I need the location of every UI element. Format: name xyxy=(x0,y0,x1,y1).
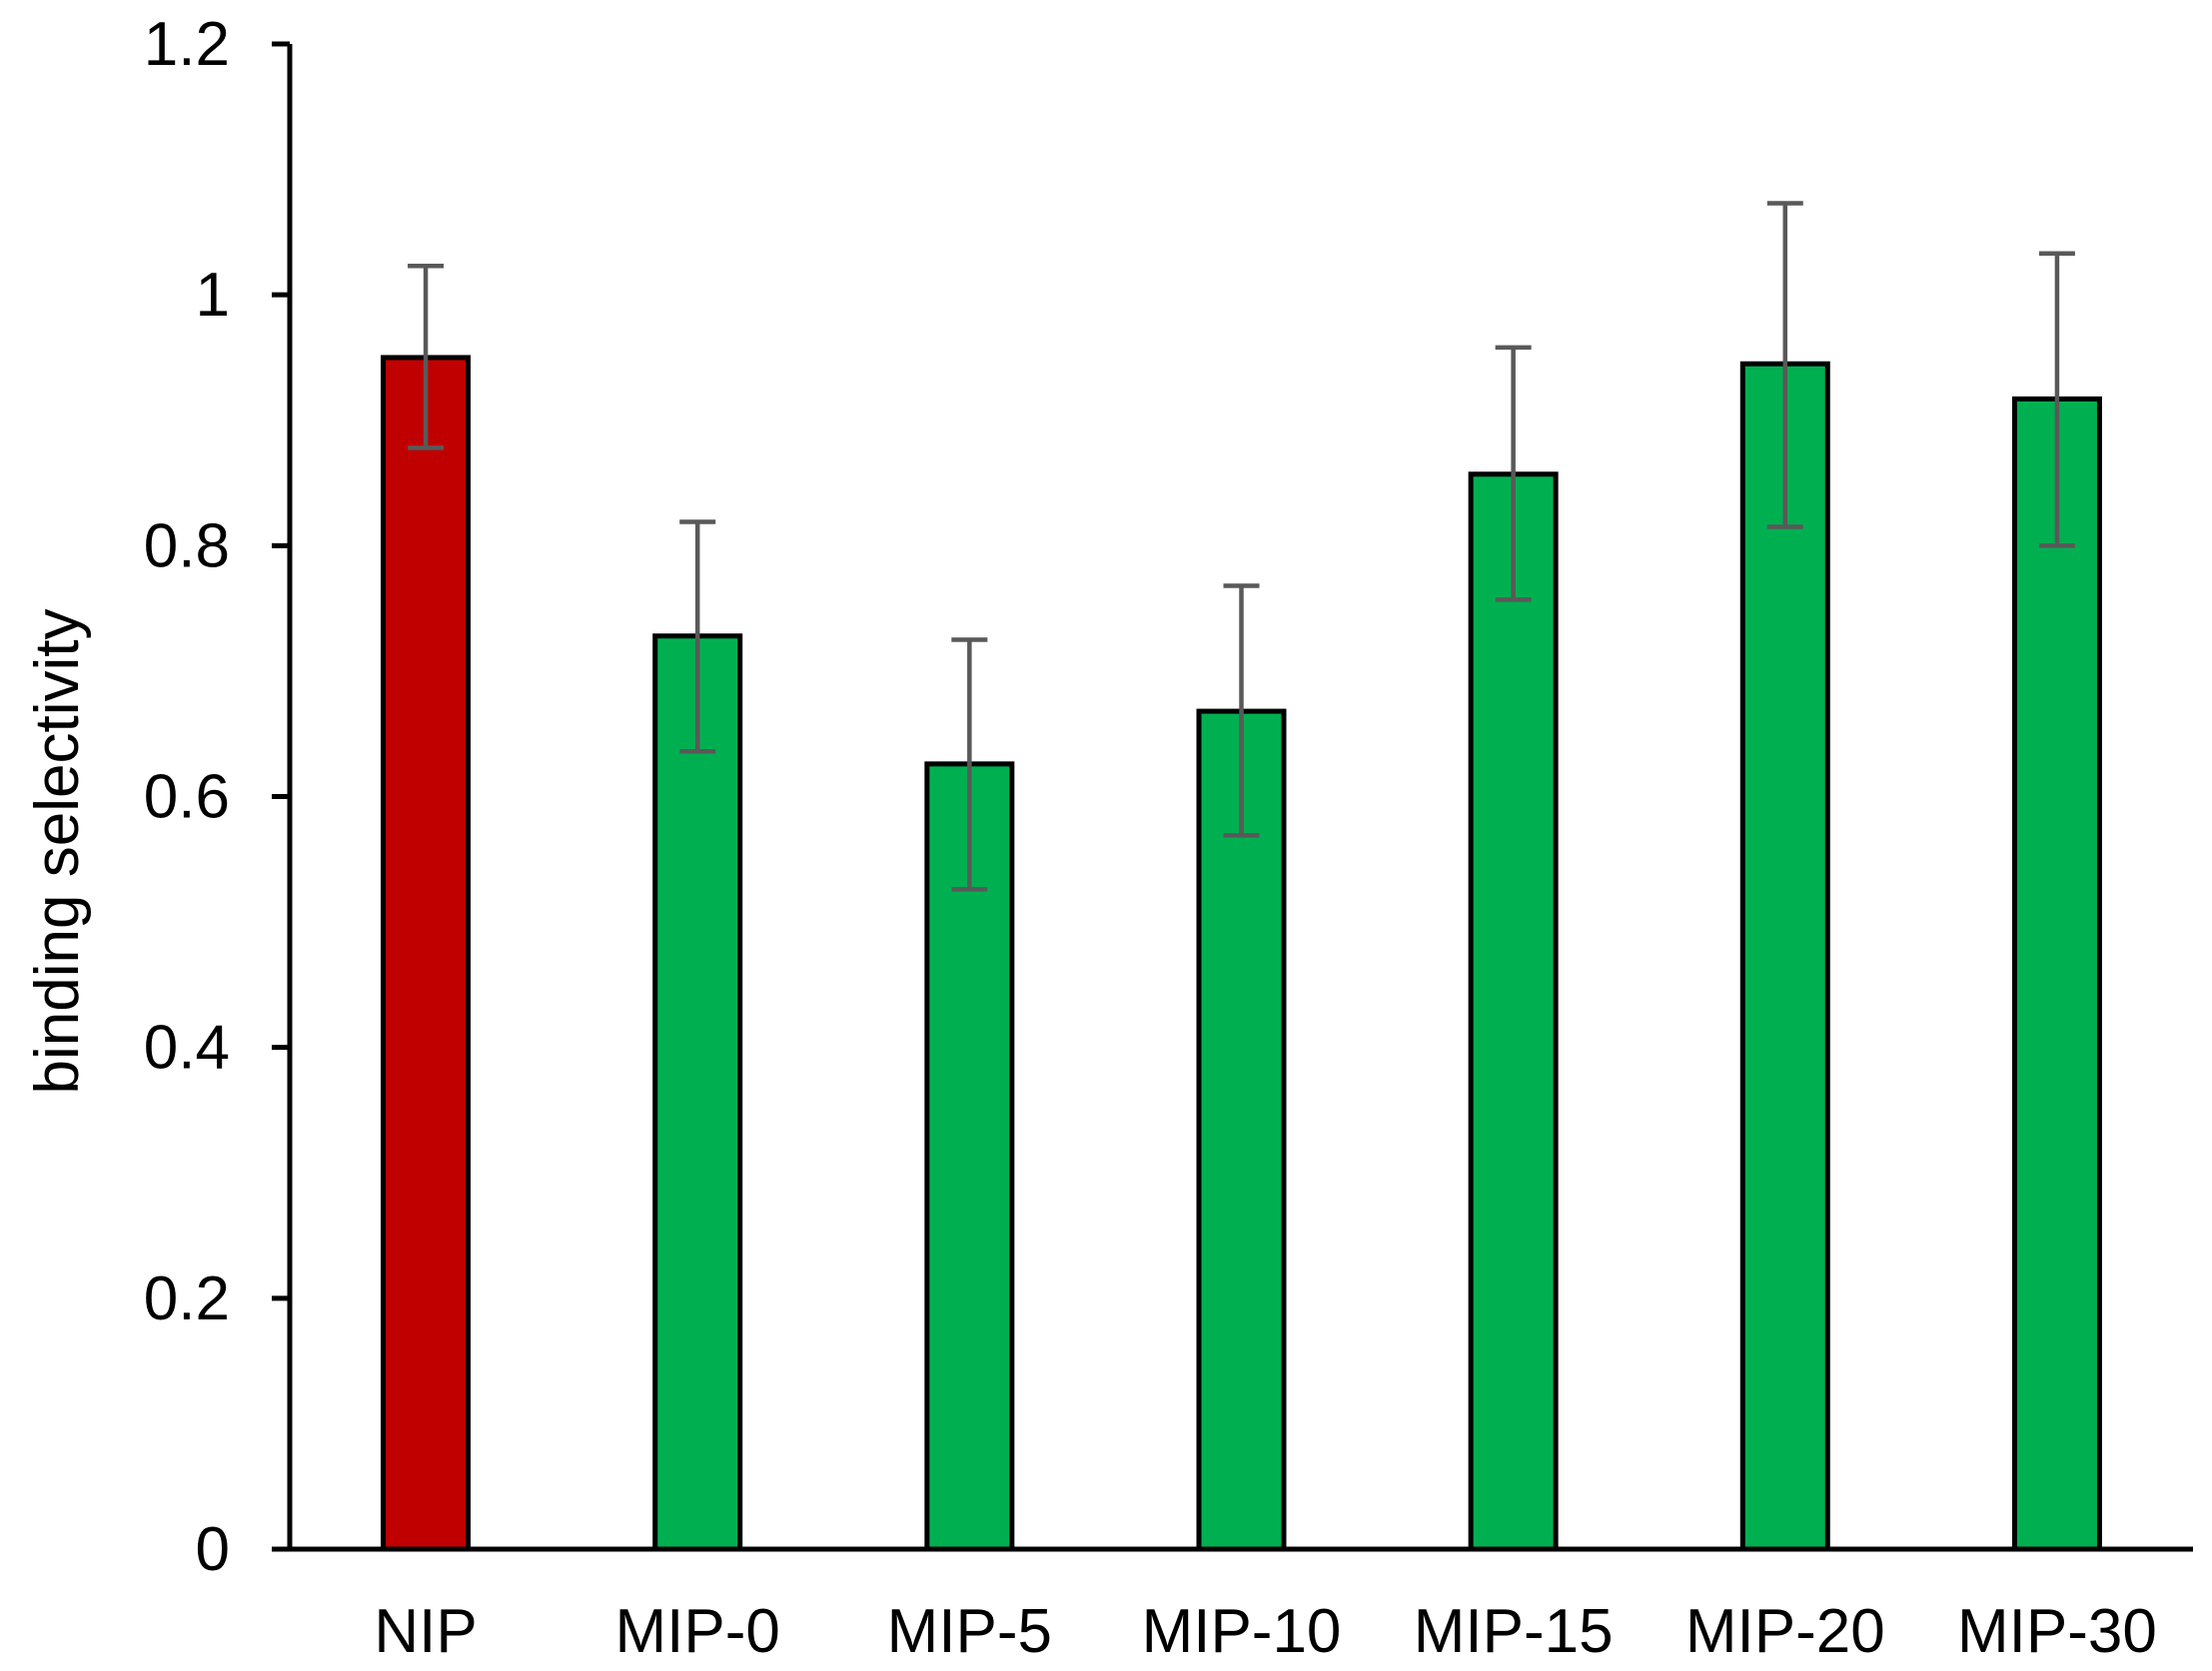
y-tick-label: 1.2 xyxy=(144,10,230,79)
y-tick-label: 0 xyxy=(196,1515,230,1584)
y-tick-label: 0.6 xyxy=(144,763,230,832)
x-category-label: MIP-15 xyxy=(1414,1597,1614,1666)
y-axis-ticks xyxy=(272,41,290,1552)
bars xyxy=(381,355,2102,1552)
bar-mip-15 xyxy=(1468,471,1559,1552)
x-category-label: NIP xyxy=(374,1597,477,1666)
bar-mip-30 xyxy=(2011,396,2102,1552)
axes xyxy=(287,44,2193,1552)
x-category-label: MIP-10 xyxy=(1142,1597,1342,1666)
y-axis-tick-labels: 0 0.2 0.4 0.6 0.8 1 1.2 xyxy=(144,10,230,1584)
y-tick-label: 1 xyxy=(196,261,230,330)
x-category-label: MIP-0 xyxy=(615,1597,780,1666)
y-axis-title: binding selectivity xyxy=(23,609,92,1095)
x-category-label: MIP-30 xyxy=(1957,1597,2157,1666)
x-category-label: MIP-20 xyxy=(1685,1597,1885,1666)
y-tick-label: 0.2 xyxy=(144,1264,230,1333)
bar-mip-10 xyxy=(1196,708,1287,1552)
error-bars xyxy=(408,201,2075,892)
y-tick-label: 0.4 xyxy=(144,1014,230,1083)
bar-mip-20 xyxy=(1739,361,1830,1552)
bar-mip-0 xyxy=(652,633,743,1552)
y-tick-label: 0.8 xyxy=(144,511,230,580)
x-category-label: MIP-5 xyxy=(887,1597,1052,1666)
bar-nip xyxy=(381,355,472,1552)
x-axis-category-labels: NIP MIP-0 MIP-5 MIP-10 MIP-15 MIP-20 MIP-30 xyxy=(374,1597,2156,1666)
